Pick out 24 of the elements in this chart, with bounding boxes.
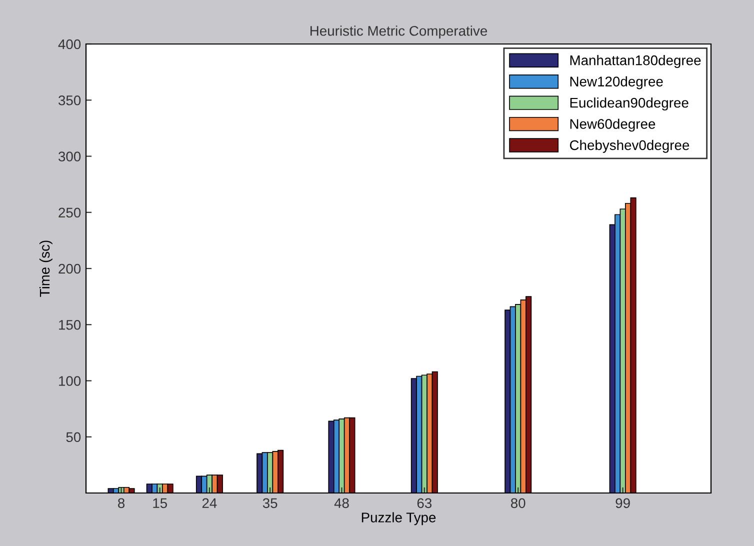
y-axis-title: Time (sc) bbox=[39, 240, 52, 297]
x-tick-label: 8 bbox=[118, 498, 125, 508]
x-axis-title: Puzzle Type bbox=[362, 512, 436, 526]
y-tick-label: 150 bbox=[59, 320, 81, 330]
legend-label: Manhattan180degree bbox=[570, 55, 701, 68]
legend-label: New120degree bbox=[570, 76, 663, 90]
y-tick-label: 400 bbox=[58, 39, 81, 50]
x-tick-label: 24 bbox=[202, 498, 217, 508]
x-tick-label: 63 bbox=[417, 498, 432, 508]
x-tick-label: 80 bbox=[510, 498, 526, 508]
y-tick-label: 50 bbox=[66, 432, 81, 442]
legend-label: Euclidean90degree bbox=[570, 97, 688, 110]
y-tick-label: 100 bbox=[59, 376, 81, 386]
legend-label: Chebyshev0degree bbox=[570, 140, 690, 153]
x-tick-label: 48 bbox=[334, 498, 349, 508]
y-tick-label: 200 bbox=[58, 264, 81, 274]
x-tick-label: 99 bbox=[616, 498, 630, 508]
y-tick-label: 300 bbox=[58, 152, 81, 162]
x-tick-label: 35 bbox=[262, 498, 278, 508]
y-tick-label: 250 bbox=[58, 208, 81, 218]
chart-title: Heuristic Metric Comperative bbox=[310, 26, 488, 39]
y-tick-label: 350 bbox=[58, 95, 81, 106]
legend-label: New60degree bbox=[570, 118, 656, 132]
x-tick-label: 15 bbox=[153, 498, 167, 508]
